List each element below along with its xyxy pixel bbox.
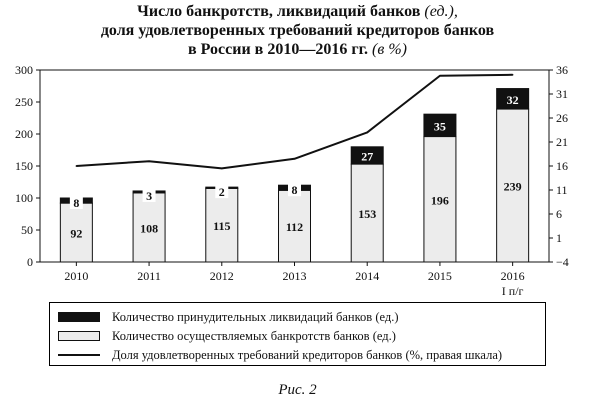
y-left-tick-label: 250: [15, 95, 33, 109]
bar-bankruptcies: [59, 202, 93, 263]
x-tick-sublabel: I п/г: [502, 284, 524, 298]
bar-liquidations-label: 8: [292, 183, 298, 197]
bar-liquidations-label: 27: [361, 149, 373, 163]
chart-plot: 050100150200250300−416111621263136928201…: [15, 63, 569, 298]
y-left-tick-label: 50: [21, 223, 33, 237]
bar-liquidations-label: 3: [146, 189, 152, 203]
y-right-tick-label: 21: [556, 135, 568, 149]
y-left-tick-label: 0: [27, 255, 33, 269]
line-point: [366, 131, 369, 134]
bar-liquidations-label: 8: [73, 196, 79, 210]
y-right-tick-label: 11: [556, 183, 568, 197]
legend-label: Количество осуществляемых банкротств бан…: [112, 329, 396, 343]
legend-swatch-light: [58, 331, 100, 341]
line-point: [293, 158, 296, 160]
x-tick-label: 2014: [355, 269, 379, 283]
x-tick-label: 2010: [64, 269, 88, 283]
figure-caption: Рис. 2: [278, 382, 317, 398]
y-right-tick-label: 36: [556, 63, 568, 77]
x-tick-label: 2013: [283, 269, 307, 283]
y-right-tick-label: −4: [556, 255, 569, 269]
chart-title: Число банкротств, ликвидаций банков (ед.…: [0, 2, 595, 59]
legend-label: Количество принудительных ликвидаций бан…: [112, 310, 399, 324]
line-point: [439, 74, 441, 77]
title-line-3-unit: (в %): [372, 41, 407, 58]
y-right-tick-label: 1: [556, 231, 562, 245]
bar-liquidations-label: 2: [219, 185, 225, 199]
bar-bankruptcies-label: 108: [140, 221, 158, 235]
x-tick-label: 2011: [137, 269, 161, 283]
x-tick-label: 2016: [501, 269, 525, 283]
bar-liquidations-label: 32: [507, 93, 519, 107]
bar-liquidations-label-bg: [215, 185, 229, 199]
y-left-tick-label: 100: [15, 191, 33, 205]
y-left-tick-label: 150: [15, 159, 33, 173]
bar-bankruptcies-label: 92: [70, 227, 82, 241]
chart-legend: Количество принудительных ликвидаций бан…: [49, 302, 546, 366]
legend-label: Доля удовлетворенных требований кредитор…: [112, 348, 503, 362]
y-right-tick-label: 31: [556, 87, 568, 101]
title-line-1: Число банкротств, ликвидаций банков: [137, 3, 421, 20]
bar-bankruptcies: [278, 189, 311, 263]
bar-liquidations-label-bg: [69, 196, 83, 209]
line-point: [75, 165, 78, 167]
y-right-tick-label: 6: [556, 207, 562, 221]
bar-liquidations: [423, 113, 457, 138]
bar-liquidations: [350, 146, 384, 165]
title-line-2: доля удовлетворенных требований кредитор…: [100, 22, 495, 39]
y-right-tick-label: 26: [556, 111, 568, 125]
bar-bankruptcies-label: 115: [213, 219, 230, 233]
x-tick-label: 2015: [428, 269, 452, 283]
legend-swatch-line: [58, 354, 100, 356]
line-point: [148, 160, 150, 162]
title-line-1-unit: (ед.),: [424, 3, 458, 20]
y-left-tick-label: 200: [15, 127, 33, 141]
bar-liquidations-label-bg: [142, 188, 156, 202]
bar-bankruptcies-label: 112: [286, 220, 303, 234]
bar-bankruptcies: [132, 192, 166, 263]
bar-liquidations-label-bg: [288, 183, 301, 197]
bar-bankruptcies-label: 239: [504, 180, 522, 194]
line-point: [511, 74, 514, 76]
bar-bankruptcies-label: 153: [358, 207, 376, 221]
legend-swatch-black: [58, 312, 100, 322]
y-right-tick-label: 16: [556, 159, 568, 173]
bar-liquidations: [496, 88, 530, 110]
line-point: [220, 167, 223, 170]
bar-bankruptcies: [496, 108, 530, 263]
y-left-tick-label: 300: [15, 63, 33, 77]
bar-bankruptcies-label: 196: [431, 193, 449, 207]
title-line-3: в России в 2010—2016 гг.: [188, 41, 369, 58]
x-tick-label: 2012: [210, 269, 234, 283]
bar-liquidations-label: 35: [434, 119, 446, 133]
